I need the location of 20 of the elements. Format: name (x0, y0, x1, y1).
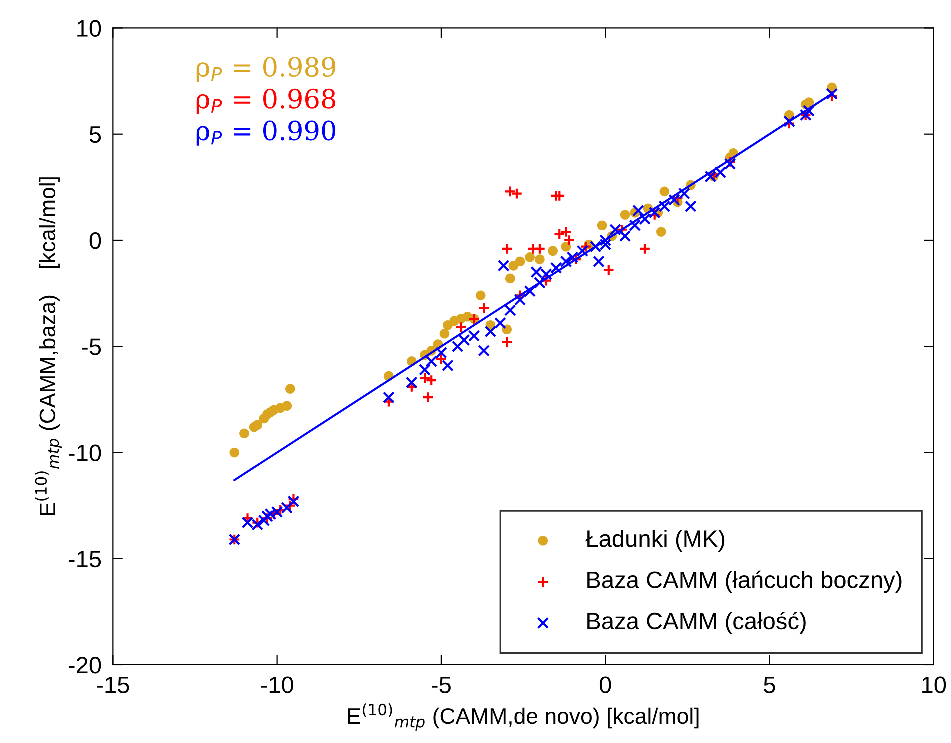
x-axis-title: E$^{(10)}$$_{mtp}$ (CAMM,de novo) [kcal/mol] (348, 704, 699, 731)
annotation: ρ$_{P}$ = 0.990 (196, 120, 336, 146)
x-tick-label: 0 (600, 676, 612, 694)
annotation: ρ$_{P}$ = 0.989 (196, 57, 336, 82)
legend-label: Baza CAMM (łańcuch boczny) (588, 570, 902, 594)
y-tick-label: -10 (68, 444, 102, 462)
x-tick-label: -10 (261, 676, 294, 694)
x-tick-label: 10 (922, 676, 946, 694)
annotation: ρ$_{P}$ = 0.968 (196, 88, 336, 114)
y-tick-label: 5 (90, 126, 102, 144)
legend-label: Ładunki (MK) (586, 530, 725, 552)
y-tick-label: -20 (68, 657, 102, 674)
legend-label: Baza CAMM (całość) (588, 612, 806, 634)
y-tick-label: -15 (68, 551, 102, 568)
y-tick-label: 0 (90, 232, 102, 250)
x-tick-label: 5 (764, 676, 776, 694)
y-axis-title: E$^{(10)}$$_{mtp}$ (CAMM,baza) [kcal/mol] (35, 178, 62, 516)
y-tick-label: -5 (82, 338, 102, 356)
y-tick-label: 10 (78, 20, 102, 38)
x-tick-label: -5 (432, 676, 451, 694)
